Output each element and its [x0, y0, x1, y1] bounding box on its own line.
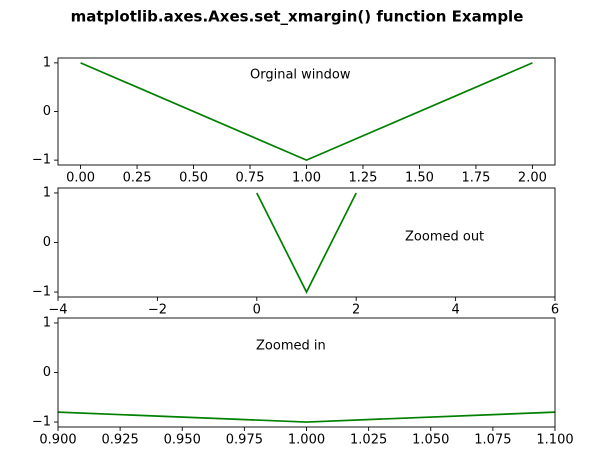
annotation: Zoomed out: [405, 230, 484, 245]
y-tick-label: 0: [43, 104, 51, 119]
x-tick-label: 0.75: [236, 171, 265, 186]
x-tick-label: −4: [48, 303, 67, 318]
y-tick-label: −1: [32, 415, 51, 430]
data-line: [58, 411, 555, 423]
x-tick-label: 1.075: [474, 433, 511, 448]
annotation: Zoomed in: [256, 339, 326, 354]
y-tick-label: −1: [32, 153, 51, 168]
x-tick-label: 1.25: [349, 171, 378, 186]
annotation: Orginal window: [250, 68, 351, 83]
axes: 0.00 0.25 0.50 0.75 1.00 1.25 1.50 1.75 2.00 −1 0 1…: [32, 55, 556, 186]
y-tick-label: −1: [32, 285, 51, 300]
y-tick-label: 1: [43, 55, 51, 70]
x-tick-label: 0.900: [39, 433, 76, 448]
x-tick-label: 1.00: [292, 171, 321, 186]
y-tick-label: 1: [43, 315, 51, 330]
x-tick-label: 0.25: [123, 171, 152, 186]
x-tick-label: −2: [148, 303, 167, 318]
x-tick-label: 0.00: [66, 171, 95, 186]
data-line: [80, 62, 533, 162]
x-tick-label: 0: [253, 303, 261, 318]
x-tick-label: 0.975: [226, 433, 263, 448]
axes: −4 −2 0 2 4 6 −1 0 1 Zoomed out: [32, 185, 559, 317]
x-tick-label: 2.00: [518, 171, 547, 186]
x-tick-label: 1.50: [405, 171, 434, 186]
x-tick-label: 2: [352, 303, 360, 318]
x-tick-label: 6: [551, 303, 559, 318]
x-tick-label: 1.000: [288, 433, 325, 448]
y-tick-label: 1: [43, 185, 51, 200]
data-line: [256, 192, 357, 294]
y-tick-label: 0: [43, 365, 51, 380]
x-tick-label: 0.925: [102, 433, 139, 448]
x-tick-label: 1.025: [350, 433, 387, 448]
x-tick-label: 1.050: [412, 433, 449, 448]
axes: 0.900 0.925 0.950 0.975 1.000 1.025 1.050 1.075…: [32, 315, 574, 448]
figure-title: matplotlib.axes.Axes.set_xmargin() funct…: [71, 8, 524, 26]
y-tick-label: 0: [43, 235, 51, 250]
x-tick-label: 0.50: [179, 171, 208, 186]
x-tick-label: 0.950: [164, 433, 201, 448]
x-tick-label: 4: [451, 303, 459, 318]
x-tick-label: 1.100: [536, 433, 573, 448]
x-tick-label: 1.75: [461, 171, 490, 186]
